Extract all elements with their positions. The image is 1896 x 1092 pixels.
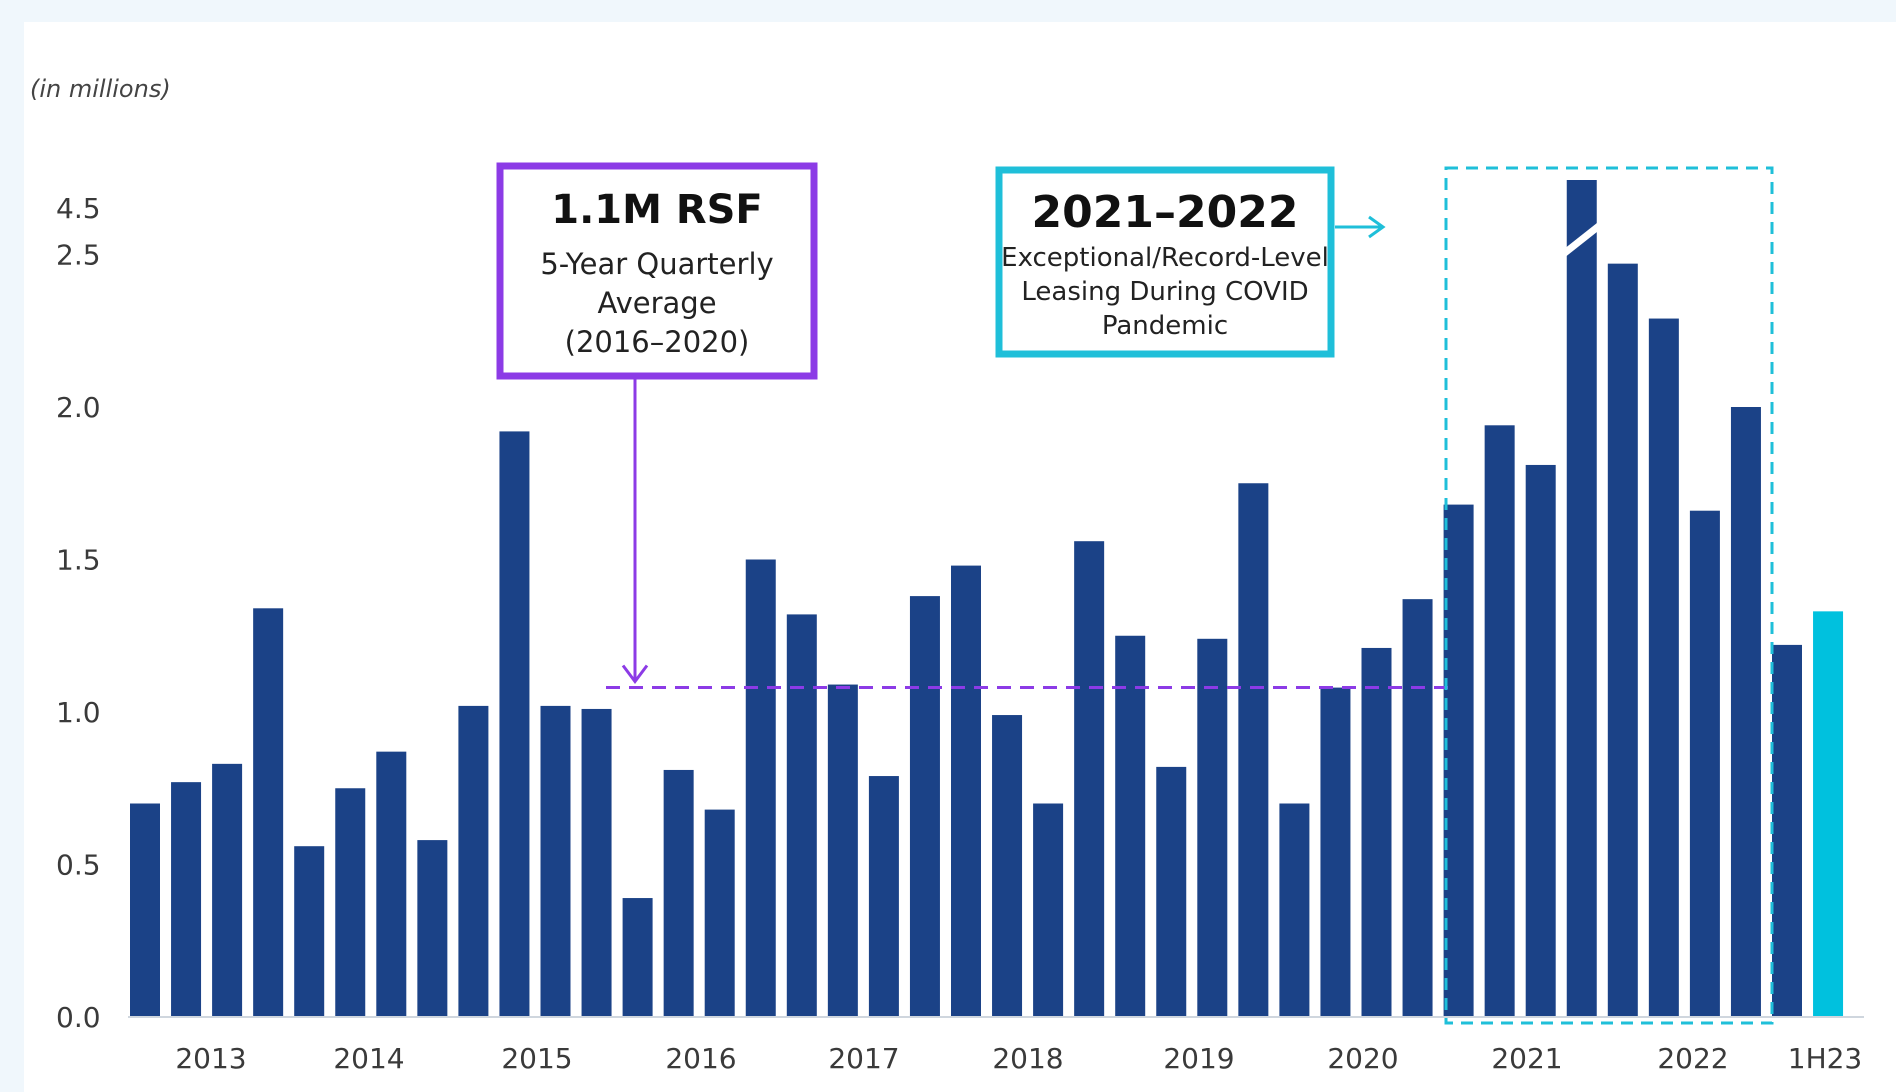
bar	[1730, 407, 1761, 1017]
bar	[1074, 541, 1105, 1017]
bar	[663, 769, 694, 1017]
bars	[130, 180, 1844, 1018]
bar	[992, 715, 1023, 1017]
bar	[745, 559, 776, 1017]
average-callout-title: 1.1M RSF	[551, 187, 763, 233]
unit-label: (in millions)	[30, 75, 171, 103]
x-tick-label: 2022	[1657, 1042, 1728, 1075]
y-tick-label: 0.5	[56, 849, 101, 882]
y-tick-label: 1.5	[56, 544, 101, 577]
bar	[1689, 510, 1720, 1017]
bar	[540, 705, 571, 1017]
x-tick-label: 2017	[828, 1042, 899, 1075]
average-callout-text: (2016–2020)	[565, 325, 750, 359]
bar	[1443, 504, 1474, 1018]
covid-callout-text: Exceptional/Record-Level	[1001, 243, 1329, 273]
bar	[171, 782, 202, 1017]
bar	[1279, 803, 1310, 1017]
x-tick-label: 2021	[1491, 1042, 1562, 1075]
bar	[622, 898, 653, 1017]
covid-callout-title: 2021–2022	[1032, 187, 1299, 238]
bar	[1484, 425, 1515, 1017]
bar	[130, 803, 160, 1017]
y-tick-label: 2.0	[56, 391, 101, 424]
y-tick-label: 2.5	[56, 239, 101, 272]
covid-arrow-head	[1368, 215, 1386, 239]
bar	[581, 708, 612, 1017]
bar	[827, 684, 858, 1017]
bar	[951, 565, 981, 1017]
axis-break-mark	[1562, 220, 1601, 259]
bar	[704, 809, 735, 1017]
bar	[786, 614, 817, 1017]
bar	[1813, 611, 1844, 1017]
x-tick-label: 2019	[1163, 1042, 1234, 1075]
y-tick-label: 4.5	[56, 192, 101, 225]
bar	[1525, 464, 1556, 1017]
covid-callout-box	[995, 166, 1335, 358]
bar	[212, 763, 243, 1017]
x-tick-label: 2015	[501, 1042, 572, 1075]
bar	[253, 608, 284, 1017]
bar	[1607, 263, 1638, 1017]
bar	[1033, 803, 1064, 1017]
annotations: 1.1M RSF 5-Year Quarterly Average (2016–202…	[496, 162, 1774, 1025]
covid-callout-text: Leasing During COVID	[1021, 277, 1308, 307]
bar	[1320, 687, 1351, 1017]
bar	[1115, 635, 1146, 1017]
average-arrow-head	[621, 664, 649, 684]
bar	[335, 788, 366, 1017]
leasing-bar-chart: (in millions) 0.0 0.5 1.0 1.5 2.0 2.5 4.5 2013…	[30, 75, 1864, 1075]
x-tick-label: 2014	[333, 1042, 404, 1075]
x-tick-label: 2013	[175, 1042, 246, 1075]
covid-highlight-region	[1444, 166, 1774, 1025]
chart-card: (in millions) 0.0 0.5 1.0 1.5 2.0 2.5 4.5 2013…	[24, 22, 1896, 1092]
bar	[1566, 180, 1597, 1017]
bar	[909, 596, 940, 1017]
bar	[376, 751, 407, 1017]
average-callout-text: Average	[597, 286, 716, 320]
average-callout-text: 5-Year Quarterly	[540, 247, 773, 281]
x-tick-label: 1H23	[1788, 1042, 1863, 1075]
x-tick-label: 2016	[665, 1042, 736, 1075]
bar	[1197, 638, 1228, 1017]
bar	[1156, 766, 1187, 1017]
y-tick-label: 0.0	[56, 1001, 101, 1034]
average-callout-box	[496, 162, 818, 380]
bar	[1238, 483, 1269, 1017]
bar	[1361, 647, 1392, 1017]
bar	[458, 705, 489, 1017]
y-axis: 0.0 0.5 1.0 1.5 2.0 2.5 4.5	[56, 192, 101, 1034]
bar	[417, 840, 448, 1017]
bar	[1772, 644, 1802, 1017]
y-tick-label: 1.0	[56, 696, 101, 729]
bar	[294, 846, 325, 1017]
bar	[499, 431, 530, 1017]
bar	[1402, 599, 1433, 1017]
x-tick-label: 2020	[1327, 1042, 1398, 1075]
bar	[868, 776, 899, 1017]
x-tick-label: 2018	[992, 1042, 1063, 1075]
x-axis: 2013 2014 2015 2016 2017 2018 2019 2020 2021 2022…	[128, 1016, 1864, 1075]
covid-callout-text: Pandemic	[1102, 311, 1228, 341]
bar	[1648, 318, 1679, 1017]
